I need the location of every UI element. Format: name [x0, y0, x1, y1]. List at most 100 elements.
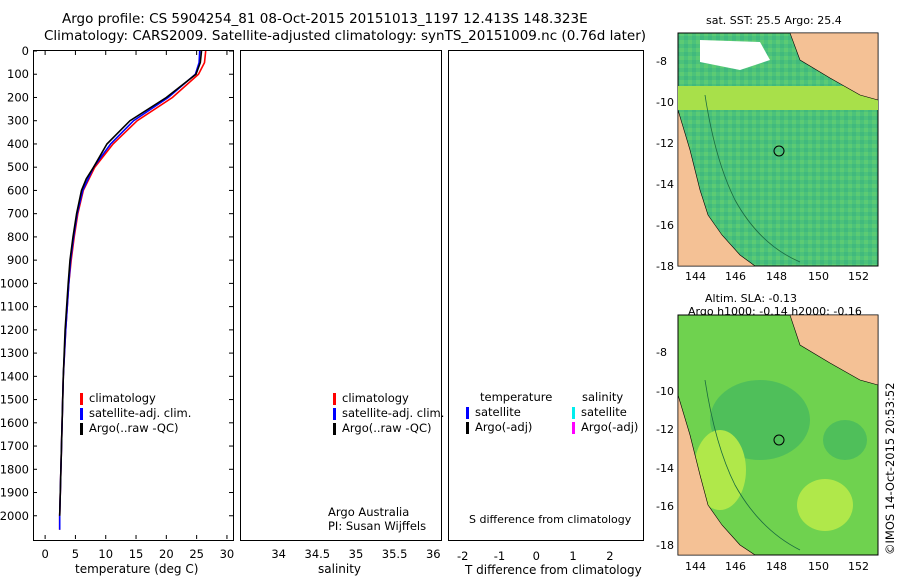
x-tick-label: 35: [349, 547, 364, 561]
map-top-lon-label: 150: [808, 270, 829, 283]
legend-item-argo: Argo(..raw -QC): [333, 421, 444, 436]
x-tick-label: 25: [189, 547, 204, 561]
legend-item-satellite: satellite-adj. clim.: [333, 406, 444, 421]
map-top-lon-label: 148: [766, 270, 787, 283]
legend-title-salinity: salinity: [582, 390, 624, 404]
x-tick-label: 5: [72, 547, 79, 561]
legend-swatch-blue: [466, 406, 469, 419]
map-bottom-lon-label: 150: [808, 560, 829, 573]
x-tick-label: 0: [533, 549, 540, 563]
map-top-lon-label: 146: [725, 270, 746, 283]
x-tick-label: 15: [129, 547, 144, 561]
temperature-legend: climatology satellite-adj. clim. Argo(..…: [80, 391, 191, 436]
map-bottom-land-png: [678, 314, 879, 386]
x-tick-label: 20: [159, 547, 174, 561]
title-line-2: Climatology: CARS2009. Satellite-adjuste…: [44, 28, 647, 44]
legend-item-t-satellite: satellite: [466, 405, 552, 420]
legend-swatch-red: [333, 392, 336, 405]
legend-item-t-argo: Argo(-adj): [466, 420, 552, 435]
legend-item-argo: Argo(..raw -QC): [80, 421, 191, 436]
map-top-lon-label: 144: [685, 270, 706, 283]
map-bottom-land-qld: [677, 394, 756, 556]
map-bottom-lat-label: -18: [656, 538, 674, 552]
imos-timestamp: ©IMOS 14-Oct-2015 20:53:52: [883, 382, 897, 555]
argo-position-marker-top: [773, 145, 785, 157]
y-tick-label: 800: [7, 230, 29, 244]
annotation-line-2: PI: Susan Wijffels: [328, 519, 427, 533]
temperature-xlabel: temperature (deg C): [75, 562, 199, 576]
map-bottom-lon-label: 146: [725, 560, 746, 573]
legend-swatch-black: [333, 422, 336, 435]
map-top-yellow-band: [678, 86, 878, 110]
x-tick-label: 35.5: [382, 547, 408, 561]
map-bottom-lat-label: -10: [656, 384, 674, 398]
argo-position-marker-bottom: [773, 434, 785, 446]
map-top-lat-label: -14: [656, 178, 674, 191]
map-top-lat-label: -16: [656, 219, 674, 232]
map-top-contour: [704, 94, 801, 263]
legend-title-temperature: temperature: [480, 390, 553, 404]
y-tick-label: 1100: [0, 300, 29, 314]
y-tick-label: 1400: [0, 369, 29, 383]
x-tick-label: 34: [271, 547, 286, 561]
legend-swatch-red: [80, 392, 83, 405]
map-top-title: sat. SST: 25.5 Argo: 25.4: [706, 14, 842, 27]
map-top-lat-label: -12: [656, 137, 674, 150]
sla-blob-4: [823, 420, 867, 460]
x-tick-label: -2: [457, 549, 468, 563]
y-tick-label: 200: [7, 90, 29, 104]
x-tick-label: 30: [220, 547, 235, 561]
map-bottom-title-1: Altim. SLA: -0.13: [705, 292, 798, 305]
y-tick-label: 100: [7, 67, 29, 81]
legend-swatch-cyan: [572, 406, 575, 419]
y-tick-label: 500: [7, 160, 29, 174]
temperature-plot: [33, 50, 234, 541]
y-tick-label: 1200: [0, 323, 29, 337]
y-tick-label: 1300: [0, 346, 29, 360]
y-tick-label: 0: [22, 44, 29, 58]
map-bottom-lat-label: -16: [656, 500, 674, 513]
map-bottom-contour: [704, 379, 801, 551]
legend-swatch-black: [466, 421, 469, 434]
legend-item-satellite: satellite-adj. clim.: [80, 406, 191, 421]
salinity-plot: [240, 50, 442, 541]
x-tick-label: -1: [494, 549, 505, 563]
map-top-lat-label: -18: [656, 260, 674, 273]
map-top-lat-label: -10: [656, 96, 674, 109]
y-tick-label: 1600: [0, 416, 29, 430]
y-tick-label: 700: [7, 207, 29, 221]
map-bottom-lat-label: -14: [656, 461, 674, 475]
y-tick-label: 2000: [0, 509, 29, 523]
map-top-land-qld: [677, 109, 756, 267]
map-top-land-png: [678, 32, 879, 101]
map-bottom-lat-label: -12: [656, 423, 674, 436]
legend-item-climatology: climatology: [333, 391, 444, 406]
legend-swatch-blue: [333, 407, 336, 420]
legend-swatch-magenta: [572, 421, 575, 434]
legend-swatch-black: [80, 422, 83, 435]
difference-plot: [448, 50, 644, 541]
x-tick-label: 0: [41, 547, 48, 561]
map-bottom-lon-label: 152: [848, 560, 869, 573]
map-bottom-lon-label: 148: [766, 560, 787, 573]
map-top-lat-label: -8: [656, 55, 667, 68]
difference-xlabel: T difference from climatology: [465, 563, 642, 577]
map-bottom-lon-label: 144: [685, 560, 706, 573]
y-tick-label: 1700: [0, 439, 29, 453]
sla-blob-3: [797, 479, 853, 531]
map-top-nodata: [700, 40, 770, 70]
x-tick-label: 36: [426, 547, 441, 561]
difference-xlabel-top: S difference from climatology: [469, 513, 632, 526]
y-tick-label: 400: [7, 137, 29, 151]
x-tick-label: 1: [569, 549, 576, 563]
y-tick-label: 300: [7, 114, 29, 128]
legend-item-s-argo: Argo(-adj): [572, 420, 638, 435]
legend-item-s-satellite: satellite: [572, 405, 638, 420]
salinity-legend: climatology satellite-adj. clim. Argo(..…: [333, 391, 444, 436]
map-bottom-lat-label: -8: [656, 346, 667, 359]
series-line-argo-raw-qc-: [58, 50, 203, 516]
salinity-annotation: Argo Australia PI: Susan Wijffels: [328, 505, 426, 533]
y-tick-label: 600: [7, 183, 29, 197]
y-tick-label: 1500: [0, 393, 29, 407]
